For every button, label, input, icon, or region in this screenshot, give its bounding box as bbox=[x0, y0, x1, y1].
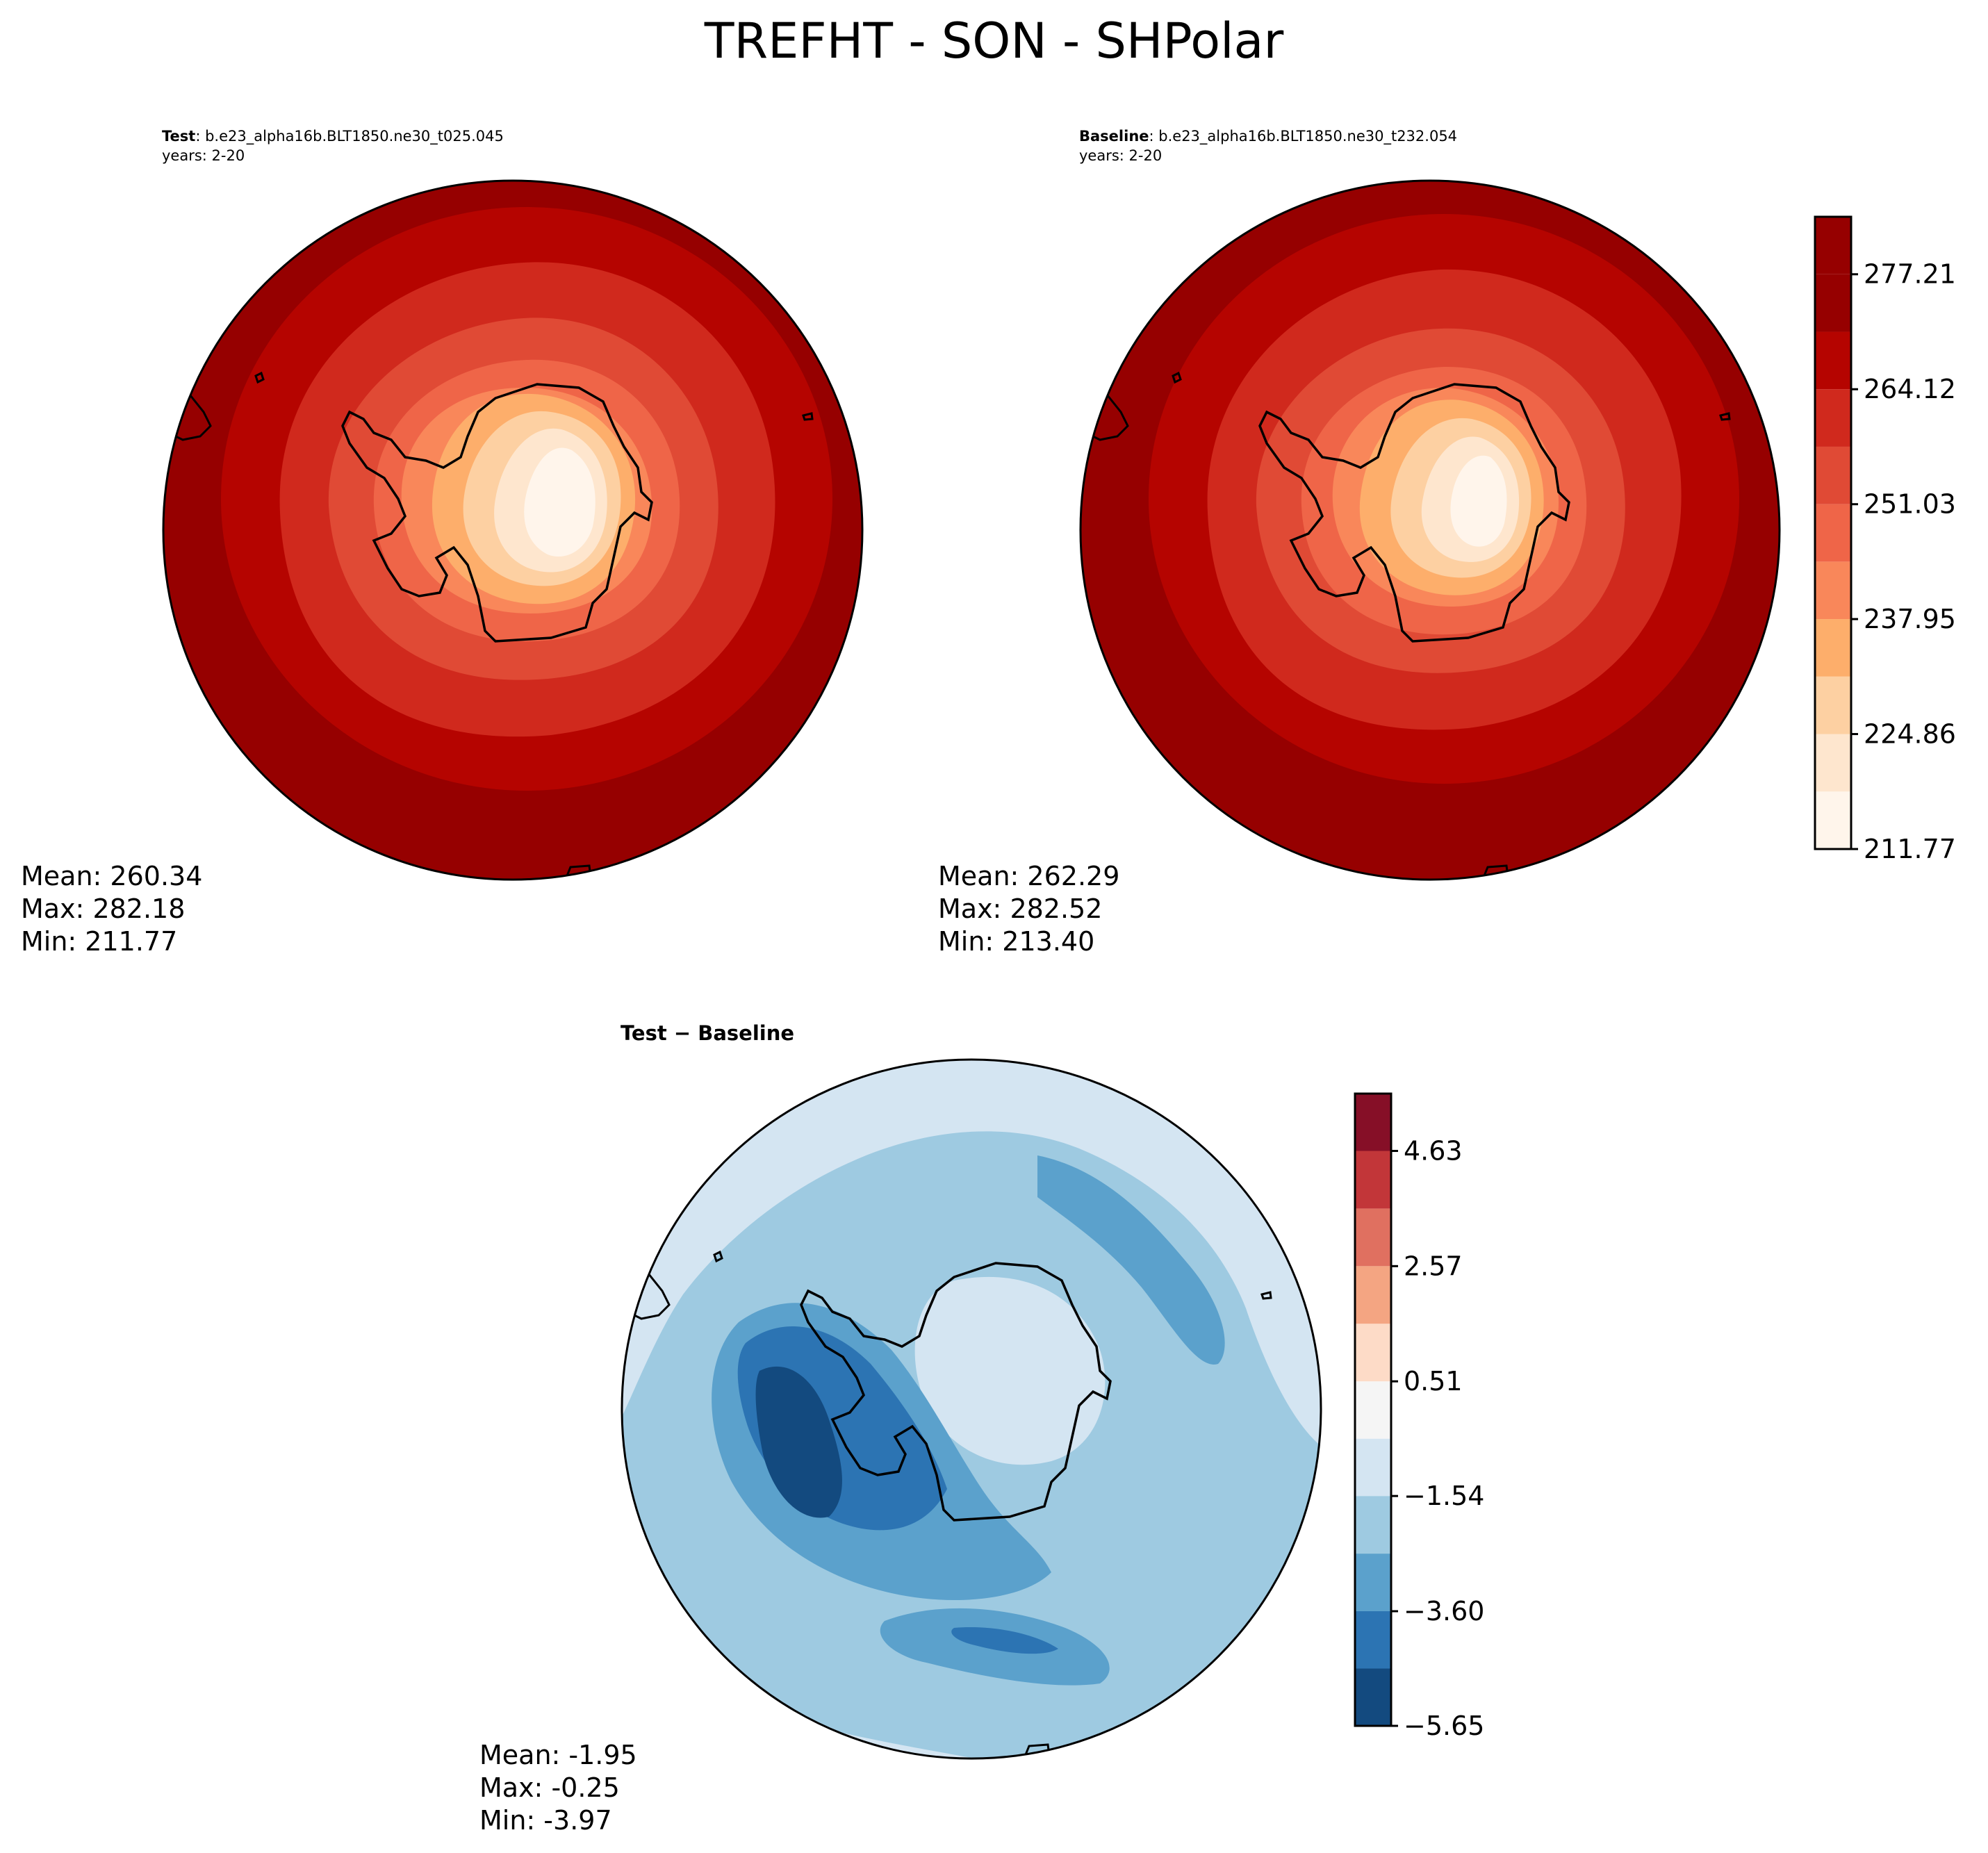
colorbar-reds-segment bbox=[1815, 446, 1851, 504]
diff-dark-south-streak bbox=[951, 1627, 1058, 1654]
baseline-band-10 bbox=[1450, 455, 1507, 547]
diff-light-region-1 bbox=[622, 1060, 1321, 1447]
diff-blue-tier-3 bbox=[755, 1366, 842, 1518]
baseline-antarctica-coast bbox=[1258, 383, 1570, 643]
test-antarctica-coast bbox=[341, 383, 653, 643]
colorbar-rdbu-tick-label: 0.51 bbox=[1404, 1366, 1463, 1397]
colorbar-rdbu-segment bbox=[1355, 1438, 1391, 1497]
colorbar-rdbu-segment bbox=[1355, 1094, 1391, 1151]
colorbar-reds-segment bbox=[1815, 389, 1851, 447]
diff-island bbox=[713, 1250, 723, 1263]
test-min: Min: 211.77 bbox=[21, 926, 178, 957]
colorbar-rdbu-segment bbox=[1355, 1611, 1391, 1669]
colorbar-rdbu-segment bbox=[1355, 1381, 1391, 1439]
colorbar-reds-frame bbox=[1814, 215, 1853, 850]
diff-max: Max: -0.25 bbox=[479, 1772, 620, 1803]
colorbar-reds-segment bbox=[1815, 734, 1851, 792]
colorbar-reds-segment bbox=[1815, 217, 1851, 274]
baseline-stats: Mean: 262.29 Max: 282.52 Min: 213.40 bbox=[938, 860, 1119, 958]
baseline-years: years: 2-20 bbox=[1079, 147, 1163, 164]
colorbar-reds-segment bbox=[1815, 791, 1851, 849]
colorbar-reds-tick-label: 224.86 bbox=[1864, 719, 1956, 750]
baseline-header: Baseline: b.e23_alpha16b.BLT1850.ne30_t2… bbox=[1079, 126, 1457, 165]
test-mean: Mean: 260.34 bbox=[21, 861, 203, 891]
test-island bbox=[254, 371, 265, 384]
colorbar-rdbu-tick-label: −3.60 bbox=[1404, 1596, 1484, 1626]
test-map-boundary bbox=[162, 179, 864, 881]
colorbar-rdbu-segment bbox=[1355, 1208, 1391, 1267]
test-label: Test bbox=[162, 128, 196, 145]
colorbar-reds: 211.77 224.86 237.95 251.03 264.12 277.21 bbox=[1814, 215, 1956, 864]
colorbar-reds-segment bbox=[1815, 561, 1851, 620]
colorbar-reds-segment bbox=[1815, 504, 1851, 562]
diff-stats: Mean: -1.95 Max: -0.25 Min: -3.97 bbox=[479, 1739, 637, 1837]
colorbar-rdbu: −5.65 −3.60 −1.54 0.51 2.57 4.63 bbox=[1354, 1092, 1484, 1741]
figure-title: TREFHT - SON - SHPolar bbox=[704, 13, 1284, 69]
colorbar-rdbu-segment bbox=[1355, 1554, 1391, 1611]
test-band-10 bbox=[524, 447, 595, 557]
diff-min: Min: -3.97 bbox=[479, 1805, 612, 1836]
colorbar-rdbu-segment bbox=[1355, 1496, 1391, 1554]
diff-map-boundary bbox=[621, 1058, 1322, 1760]
diff-map bbox=[621, 1058, 1322, 1760]
colorbar-reds-segment bbox=[1815, 331, 1851, 390]
colorbar-rdbu-tick-label: 2.57 bbox=[1404, 1251, 1463, 1281]
colorbar-reds-tick-label: 211.77 bbox=[1864, 834, 1956, 864]
baseline-max: Max: 282.52 bbox=[938, 893, 1103, 924]
colorbar-rdbu-segment bbox=[1355, 1151, 1391, 1209]
baseline-case-name: : b.e23_alpha16b.BLT1850.ne30_t232.054 bbox=[1149, 128, 1458, 145]
diff-blue-region-ne bbox=[1037, 1155, 1225, 1365]
colorbar-rdbu-segment bbox=[1355, 1324, 1391, 1382]
colorbar-reds-tick-label: 251.03 bbox=[1864, 489, 1956, 520]
test-case-name: : b.e23_alpha16b.BLT1850.ne30_t025.045 bbox=[195, 128, 504, 145]
baseline-label: Baseline bbox=[1079, 128, 1149, 145]
diff-mean: Mean: -1.95 bbox=[479, 1740, 637, 1770]
diff-island-2 bbox=[1260, 1291, 1272, 1300]
colorbar-rdbu-segment bbox=[1355, 1266, 1391, 1324]
baseline-map-boundary bbox=[1079, 179, 1781, 881]
colorbar-rdbu-tick-label: −5.65 bbox=[1404, 1711, 1484, 1741]
colorbar-reds-tick-label: 277.21 bbox=[1864, 259, 1956, 290]
test-island-2 bbox=[802, 412, 814, 421]
colorbar-reds-tick-label: 264.12 bbox=[1864, 374, 1956, 404]
diff-antarctica-coast bbox=[800, 1262, 1112, 1522]
test-years: years: 2-20 bbox=[162, 147, 245, 164]
colorbar-rdbu-segment bbox=[1355, 1668, 1391, 1726]
test-stats: Mean: 260.34 Max: 282.18 Min: 211.77 bbox=[21, 860, 202, 958]
colorbar-reds-tick-label: 237.95 bbox=[1864, 604, 1956, 634]
baseline-map bbox=[1079, 179, 1781, 881]
test-map bbox=[162, 179, 864, 881]
colorbar-reds-segment bbox=[1815, 619, 1851, 677]
diff-title: Test − Baseline bbox=[621, 1021, 795, 1045]
test-max: Max: 282.18 bbox=[21, 893, 186, 924]
colorbar-rdbu-tick-label: 4.63 bbox=[1404, 1136, 1463, 1167]
colorbar-reds-segment bbox=[1815, 274, 1851, 332]
baseline-island-2 bbox=[1719, 412, 1731, 421]
baseline-mean: Mean: 262.29 bbox=[938, 861, 1120, 891]
baseline-min: Min: 213.40 bbox=[938, 926, 1095, 957]
baseline-island bbox=[1172, 371, 1182, 384]
colorbar-rdbu-tick-label: −1.54 bbox=[1404, 1481, 1484, 1511]
test-header: Test: b.e23_alpha16b.BLT1850.ne30_t025.0… bbox=[162, 126, 504, 165]
diff-antarctica-interior bbox=[914, 1276, 1106, 1465]
colorbar-rdbu-frame bbox=[1354, 1092, 1393, 1727]
colorbar-reds-segment bbox=[1815, 676, 1851, 734]
